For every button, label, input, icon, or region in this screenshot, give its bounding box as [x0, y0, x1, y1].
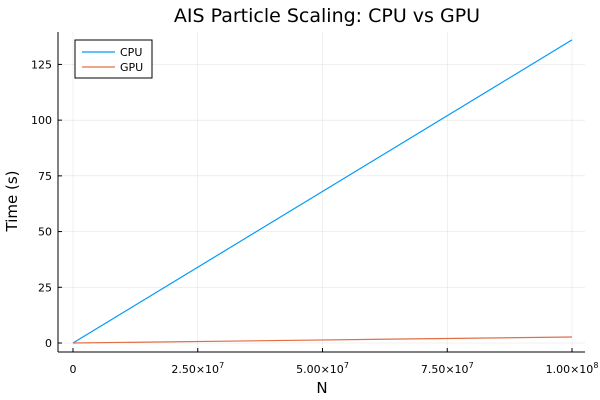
x-axis-label: N: [316, 379, 327, 397]
x-tick-label: 1.00×108: [546, 361, 599, 376]
x-tick-label: 2.50×107: [171, 361, 224, 376]
y-axis-label: Time (s): [3, 171, 21, 233]
series-lines: [72, 39, 573, 344]
legend: CPU GPU: [74, 39, 153, 79]
chart-title: AIS Particle Scaling: CPU vs GPU: [174, 5, 480, 27]
legend-label-gpu: GPU: [120, 61, 143, 74]
x-tick-label: 0: [70, 363, 77, 376]
y-tick-label: 0: [45, 337, 52, 350]
y-ticks: 0 25 50 75 100 125: [31, 58, 62, 350]
x-tick-label: 7.50×107: [421, 361, 474, 376]
y-tick-label: 50: [38, 226, 52, 239]
y-tick-label: 100: [31, 114, 52, 127]
y-tick-label: 125: [31, 58, 52, 71]
x-tick-label: 5.00×107: [296, 361, 349, 376]
legend-box: [74, 39, 153, 79]
series-line-gpu: [72, 336, 573, 344]
series-line-cpu: [72, 39, 573, 344]
legend-label-cpu: CPU: [120, 46, 142, 59]
axes: [57, 32, 585, 353]
y-tick-label: 75: [38, 170, 52, 183]
x-ticks: 0 2.50×107 5.00×107 7.50×107 1.00×108: [70, 348, 599, 376]
y-tick-label: 25: [38, 281, 52, 294]
